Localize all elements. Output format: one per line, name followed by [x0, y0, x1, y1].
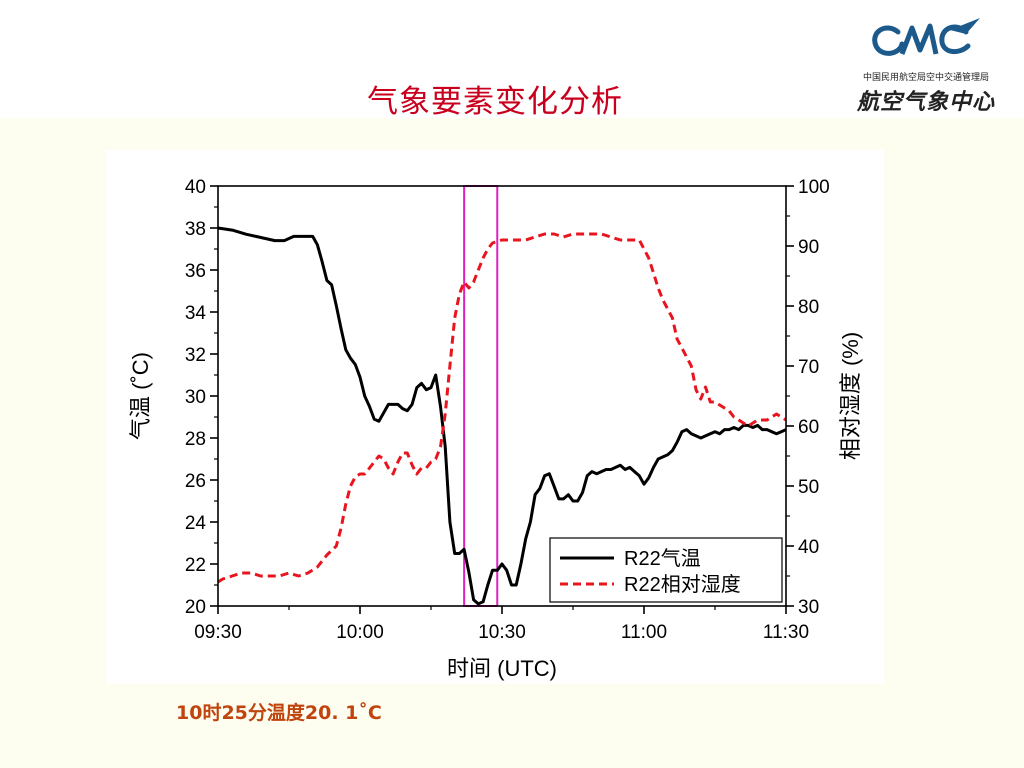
legend-humidity-label: R22相对湿度 — [624, 573, 741, 596]
right-axis-title: 相对湿度 (%) — [838, 332, 863, 460]
legend-temperature-label: R22气温 — [624, 547, 701, 570]
logo-emblem-icon — [872, 18, 980, 56]
chart-panel: 20 22 24 26 28 30 32 34 36 38 40 30 40 50 60 70 80 90 100 0… — [106, 150, 884, 684]
title-band — [0, 0, 1024, 118]
right-axis-tick-label: 30 — [798, 597, 819, 618]
humidity-series-line — [217, 232, 787, 584]
left-axis-tick-label: 28 — [185, 429, 206, 450]
left-axis-tick-label: 20 — [185, 597, 206, 618]
right-axis-tick-label: 100 — [798, 177, 830, 198]
temperature-caption: 10时25分温度20. 1˚C — [176, 702, 382, 724]
right-axis-tick-label: 70 — [798, 357, 819, 378]
left-axis-tick-label: 40 — [185, 177, 206, 198]
left-axis-tick-label: 34 — [185, 303, 207, 324]
temperature-series-line — [217, 226, 787, 606]
highlight-box — [463, 185, 499, 607]
left-axis-tick-label: 38 — [185, 219, 206, 240]
x-axis-tick-label: 10:00 — [336, 622, 384, 643]
x-axis-tick-label: 11:00 — [621, 622, 667, 643]
x-axis-title: 时间 (UTC) — [447, 656, 557, 681]
right-axis-tick-label: 50 — [798, 477, 819, 498]
x-axis-tick-label: 09:30 — [194, 622, 242, 643]
left-axis-tick-label: 24 — [185, 513, 207, 534]
left-axis-tick-label: 26 — [185, 471, 206, 492]
atmb-logo: 中国民用航空局空中交通管理局 航空气象中心 — [838, 14, 1014, 115]
left-axis-tick-label: 22 — [185, 555, 206, 576]
right-axis-tick-label: 90 — [798, 237, 819, 258]
x-axis-tick-label: 10:30 — [478, 622, 526, 643]
logo-subtitle: 中国民用航空局空中交通管理局 — [862, 73, 989, 83]
logo-name: 航空气象中心 — [856, 90, 995, 115]
right-axis-tick-label: 60 — [798, 417, 819, 438]
x-axis-tick-label: 11:30 — [763, 622, 809, 643]
right-axis-tick-label: 80 — [798, 297, 819, 318]
legend-box — [549, 537, 783, 603]
slide-title: 气象要素变化分析 — [367, 84, 623, 120]
left-axis-tick-label: 32 — [185, 345, 206, 366]
left-axis-tick-label: 30 — [185, 387, 206, 408]
left-axis-title: 气温 (˚C) — [128, 352, 153, 440]
right-axis-tick-label: 40 — [798, 537, 819, 558]
temperature-humidity-chart: 20 22 24 26 28 30 32 34 36 38 40 30 40 50 60 70 80 90 100 0… — [128, 177, 863, 681]
left-axis-tick-label: 36 — [185, 261, 206, 282]
